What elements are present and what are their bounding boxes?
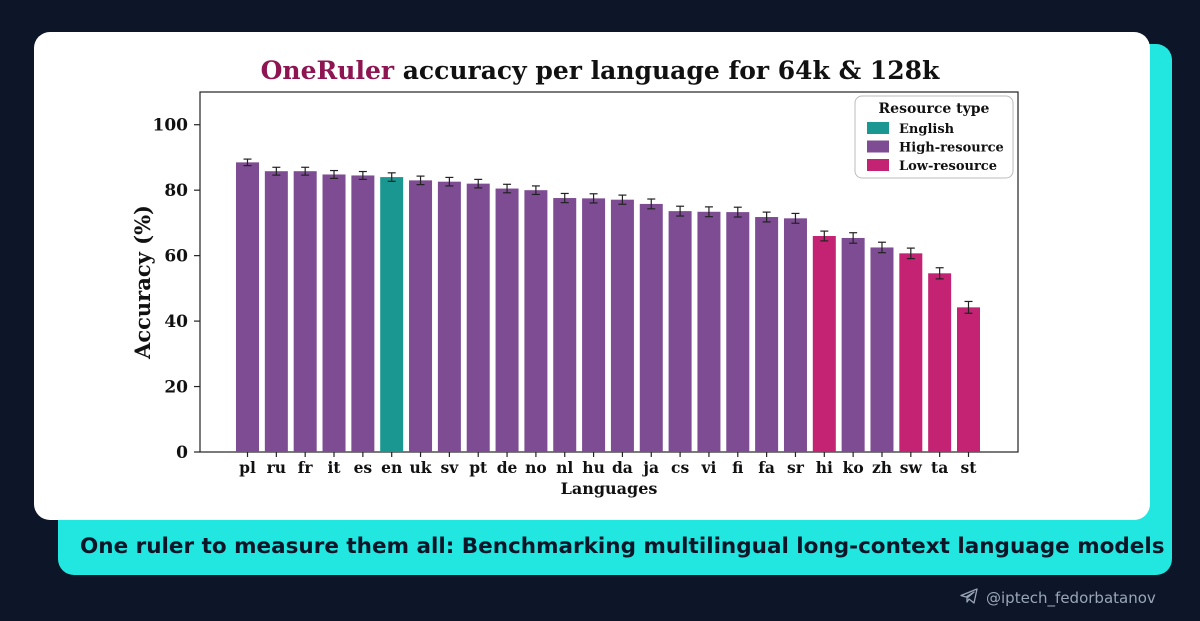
chart-title: OneRuler accuracy per language for 64k &… (0, 56, 1200, 85)
channel-handle-text: @iptech_fedorbatanov (986, 589, 1156, 607)
bar (380, 177, 404, 452)
legend-entry: High-resource (899, 141, 1004, 156)
y-tick-label: 20 (164, 378, 188, 398)
plot-frame (199, 91, 1019, 453)
bar (582, 198, 606, 452)
legend-swatch (867, 159, 889, 171)
x-tick-label: ja (641, 458, 659, 477)
x-axis-label: Languages (561, 479, 658, 498)
legend-swatch (867, 140, 889, 153)
x-tick-label: da (612, 458, 633, 477)
bar (726, 212, 750, 452)
caption-text: One ruler to measure them all: Benchmark… (80, 534, 1165, 559)
x-tick-label: no (525, 458, 547, 477)
x-tick-label: st (961, 458, 978, 477)
x-tick-label: es (354, 458, 373, 477)
bar (293, 171, 317, 452)
channel-handle[interactable]: @iptech_fedorbatanov (960, 588, 1156, 608)
bar (466, 183, 490, 453)
x-tick-label: uk (410, 458, 432, 477)
x-tick-label: nl (556, 458, 573, 477)
bar (870, 247, 894, 452)
bar (668, 211, 692, 452)
y-tick-label: 60 (164, 247, 188, 267)
x-tick-label: hi (816, 458, 833, 477)
y-axis-label: Accuracy (%) (130, 205, 155, 360)
y-tick-label: 0 (176, 443, 188, 463)
bar (783, 218, 807, 452)
x-tick-label: ko (843, 458, 864, 477)
bar (957, 307, 980, 452)
bar (409, 180, 433, 452)
chart-title-brand: OneRuler (260, 56, 395, 85)
x-tick-label: ta (931, 458, 948, 477)
bar (639, 203, 663, 452)
legend-entry: Low-resource (899, 159, 997, 174)
x-tick-label: pl (239, 458, 256, 477)
y-tick-label: 100 (153, 116, 189, 136)
bar (755, 217, 779, 452)
bar (264, 171, 288, 452)
bar (322, 174, 346, 453)
legend-swatch (867, 122, 889, 134)
bar (495, 188, 519, 452)
bar (437, 181, 461, 452)
x-tick-label: en (381, 458, 402, 477)
x-tick-label: pt (469, 458, 488, 477)
bar (928, 273, 952, 452)
bar (236, 162, 259, 452)
legend-entry: English (899, 122, 955, 137)
telegram-icon (960, 588, 978, 608)
y-tick-label: 80 (164, 181, 188, 201)
bar (553, 198, 577, 452)
bar (351, 175, 375, 453)
x-tick-label: it (327, 458, 341, 477)
x-tick-label: sv (441, 458, 460, 477)
bar (524, 190, 548, 452)
x-tick-label: fa (758, 458, 775, 477)
legend-title: Resource type (879, 101, 990, 117)
x-tick-label: ru (267, 458, 286, 477)
x-tick-label: fi (732, 458, 743, 477)
bar (841, 237, 865, 452)
chart-title-rest: accuracy per language for 64k & 128k (394, 56, 940, 85)
x-tick-label: vi (700, 458, 716, 477)
x-tick-label: hu (582, 458, 605, 477)
x-tick-label: sr (787, 458, 805, 477)
bar (610, 199, 634, 452)
y-tick-label: 40 (164, 312, 188, 332)
bar (812, 236, 836, 452)
legend-box (854, 95, 1014, 179)
x-tick-label: zh (872, 458, 892, 477)
bar (899, 253, 923, 452)
x-tick-label: de (497, 458, 518, 477)
x-tick-label: sw (900, 458, 923, 477)
x-tick-label: fr (298, 458, 314, 477)
x-tick-label: cs (671, 458, 689, 477)
bar (697, 211, 721, 452)
